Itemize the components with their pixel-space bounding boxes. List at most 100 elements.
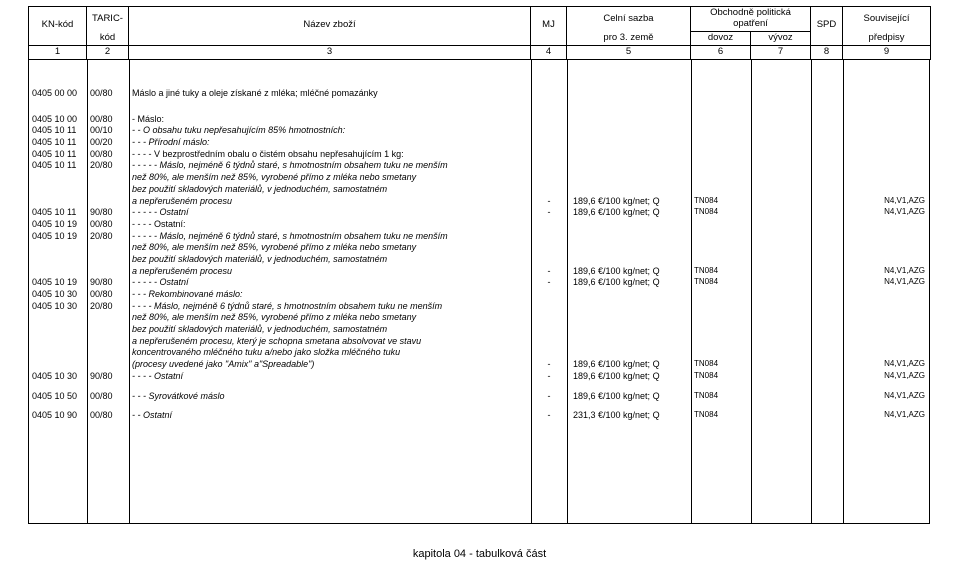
table-row: 0405 10 1900/80- - - - Ostatní: [29,219,930,231]
cell-kn [29,336,87,348]
table-row: 0405 10 1120/80- - - - - Máslo, nejméně … [29,160,930,172]
table-row: 0405 10 1190/80- - - - - Ostatní-189,6 €… [29,207,930,219]
table-row: (procesy uvedené jako "Amix" a"Spreadabl… [29,359,930,371]
cell-spd [811,196,843,208]
cell-taric: 00/80 [87,114,129,126]
cell-spd [811,277,843,289]
hnum-2: 2 [87,45,129,59]
cell-dovoz: TN084 [691,410,751,422]
cell-kn [29,266,87,278]
cell-spd [811,324,843,336]
cell-kn: 0405 10 11 [29,149,87,161]
cell-pred [843,149,930,161]
cell-dovoz: TN084 [691,391,751,403]
cell-kn: 0405 10 30 [29,301,87,313]
table-row: 0405 10 1100/20- - - Přírodní máslo: [29,137,930,149]
cell-mj: - [531,196,567,208]
cell-taric: 00/80 [87,410,129,422]
table-row: než 80%, ale menším než 85%, vyrobené př… [29,312,930,324]
cell-name: než 80%, ale menším než 85%, vyrobené př… [129,242,531,254]
cell-dovoz [691,312,751,324]
cell-spd [811,410,843,422]
cell-dovoz [691,289,751,301]
table-row: a nepřerušeném procesu-189,6 €/100 kg/ne… [29,266,930,278]
cell-spd [811,172,843,184]
cell-pred [843,88,930,100]
table-row: než 80%, ale menším než 85%, vyrobené př… [29,242,930,254]
table-row: 0405 10 1100/10- - O obsahu tuku nepřesa… [29,125,930,137]
cell-vyvoz [751,410,811,422]
cell-taric: 20/80 [87,160,129,172]
cell-mj: - [531,359,567,371]
cell-pred [843,160,930,172]
cell-spd [811,160,843,172]
cell-dovoz [691,219,751,231]
cell-mj [531,324,567,336]
cell-vyvoz [751,336,811,348]
cell-spd [811,312,843,324]
vline-1 [87,60,88,523]
vline-2 [129,60,130,523]
cell-name: (procesy uvedené jako "Amix" a"Spreadabl… [129,359,531,371]
cell-pred: N4,V1,AZG [843,391,930,403]
cell-mj [531,347,567,359]
cell-pred [843,312,930,324]
cell-dovoz [691,172,751,184]
vline-6 [751,60,752,523]
table-row: a nepřerušeném procesu, který je schopna… [29,336,930,348]
cell-taric: 00/80 [87,88,129,100]
cell-vyvoz [751,371,811,383]
cell-taric [87,184,129,196]
cell-kn: 0405 10 30 [29,289,87,301]
cell-mj [531,184,567,196]
hdr-opatreni: Obchodně politická opatření [691,7,811,32]
cell-pred [843,324,930,336]
cell-vyvoz [751,254,811,266]
cell-name: - - - Rekombinované máslo: [129,289,531,301]
cell-sazba: 189,6 €/100 kg/net; Q [567,266,691,278]
cell-sazba: 231,3 €/100 kg/net; Q [567,410,691,422]
cell-sazba [567,219,691,231]
cell-pred [843,347,930,359]
cell-taric: 00/10 [87,125,129,137]
body-area: 0405 00 0000/80Máslo a jiné tuky a oleje… [28,60,930,524]
cell-name: a nepřerušeném procesu, který je schopna… [129,336,531,348]
cell-dovoz [691,125,751,137]
cell-mj: - [531,266,567,278]
cell-dovoz: TN084 [691,277,751,289]
cell-pred [843,242,930,254]
cell-dovoz [691,137,751,149]
cell-dovoz [691,184,751,196]
cell-sazba [567,137,691,149]
cell-taric [87,172,129,184]
cell-vyvoz [751,149,811,161]
cell-name: a nepřerušeném procesu [129,266,531,278]
cell-spd [811,231,843,243]
tariff-frame: KN-kódTARIC-Název zbožíMJCelní sazbaObch… [28,6,930,524]
cell-vyvoz [751,207,811,219]
cell-mj [531,242,567,254]
cell-spd [811,137,843,149]
cell-name: - - O obsahu tuku nepřesahujícím 85% hmo… [129,125,531,137]
cell-vyvoz [751,125,811,137]
hdr-sazba-bot: pro 3. země [567,31,691,45]
cell-spd [811,125,843,137]
cell-sazba: 189,6 €/100 kg/net; Q [567,391,691,403]
cell-kn: 0405 10 90 [29,410,87,422]
header-table: KN-kódTARIC-Název zbožíMJCelní sazbaObch… [28,6,931,60]
cell-vyvoz [751,88,811,100]
cell-mj [531,254,567,266]
cell-pred: N4,V1,AZG [843,410,930,422]
cell-taric [87,266,129,278]
cell-sazba [567,160,691,172]
cell-sazba [567,301,691,313]
cell-taric [87,312,129,324]
cell-taric [87,254,129,266]
hdr-spd: SPD [811,7,843,46]
cell-pred [843,301,930,313]
cell-vyvoz [751,196,811,208]
cell-dovoz [691,301,751,313]
cell-spd [811,301,843,313]
table-row: 0405 00 0000/80Máslo a jiné tuky a oleje… [29,88,930,100]
cell-dovoz [691,324,751,336]
